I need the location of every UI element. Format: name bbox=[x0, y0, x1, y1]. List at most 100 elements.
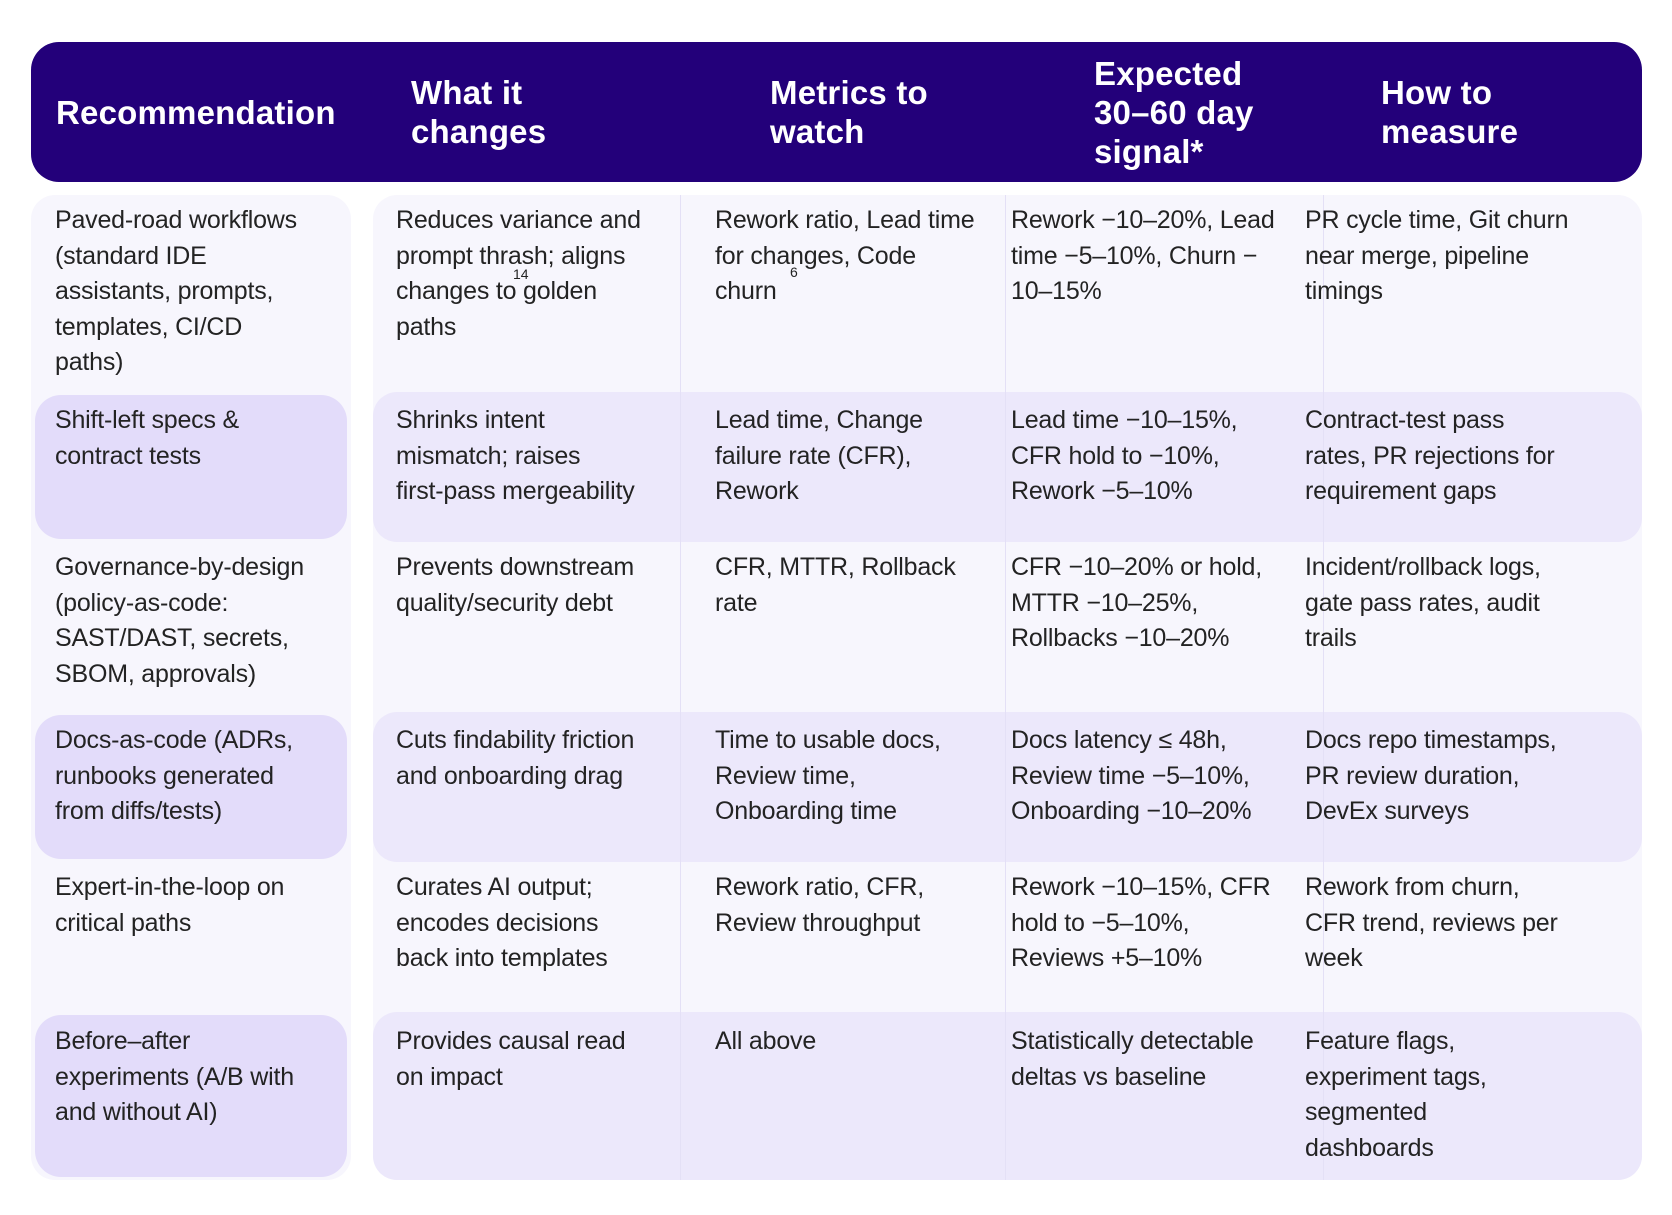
cell-line: CFR hold to −10%, bbox=[1011, 441, 1220, 470]
cell-line: SAST/DAST, secrets, bbox=[55, 624, 289, 652]
header-line: changes bbox=[411, 113, 547, 150]
table-cell-signal: Statistically detectable deltas vs baseli… bbox=[1011, 1024, 1254, 1095]
cell-line: 10–15% bbox=[1011, 277, 1102, 305]
cell-line: timings bbox=[1305, 277, 1383, 305]
cell-line: near merge, pipeline bbox=[1305, 241, 1529, 270]
table-cell-metrics: Rework ratio, Lead time for changes, Code… bbox=[715, 203, 975, 310]
cell-line: Time to usable docs, bbox=[715, 726, 941, 754]
cell-line: Rework ratio, CFR, bbox=[715, 873, 924, 901]
cell-line: assistants, prompts, bbox=[55, 277, 274, 305]
header-expected-signal: Expected 30–60 day signal* bbox=[1094, 42, 1254, 182]
cell-line: Rework −10–20%, Lead bbox=[1011, 206, 1275, 234]
cell-line: Shift-left specs & bbox=[55, 406, 239, 434]
table-cell-metrics: CFR, MTTR, Rollback rate bbox=[715, 550, 956, 621]
header-line: Recommendation bbox=[56, 93, 336, 131]
table-cell-metrics: Rework ratio, CFR, Review throughput bbox=[715, 870, 924, 941]
cell-line: trails bbox=[1305, 624, 1357, 652]
cell-line: Prevents downstream bbox=[396, 553, 634, 581]
table-cell-recommendation: Expert-in-the-loop on critical paths bbox=[55, 870, 284, 941]
table-cell-recommendation: Docs-as-code (ADRs, runbooks generated fro… bbox=[55, 723, 293, 830]
cell-line: Before–after bbox=[55, 1027, 191, 1055]
cell-line: Rollbacks −10–20% bbox=[1011, 624, 1230, 652]
cell-line: back into templates bbox=[396, 944, 608, 972]
row-highlight bbox=[35, 715, 347, 859]
cell-line: week bbox=[1305, 944, 1363, 972]
table-cell-metrics: Lead time, Change failure rate (CFR), Rewo… bbox=[715, 403, 923, 510]
cell-line: for changes, Code bbox=[715, 241, 916, 270]
table-cell-metrics: Time to usable docs, Review time, Onboardi… bbox=[715, 723, 941, 830]
cell-line: Lead time −10–15%, bbox=[1011, 406, 1238, 434]
column-divider bbox=[680, 195, 681, 1180]
cell-line: templates, CI/CD bbox=[55, 312, 243, 341]
cell-line: Docs repo timestamps, bbox=[1305, 726, 1557, 754]
table-cell-recommendation: Shift-left specs & contract tests bbox=[55, 403, 239, 474]
cell-line: critical paths bbox=[55, 908, 192, 937]
cell-line: experiments (A/B with bbox=[55, 1062, 294, 1091]
table-cell-metrics: All above bbox=[715, 1024, 816, 1060]
cell-line: Review time −5–10%, bbox=[1011, 761, 1250, 790]
table-cell-what-it-changes: Prevents downstream quality/security debt bbox=[396, 550, 634, 621]
cell-line: on impact bbox=[396, 1062, 503, 1091]
table-cell-measure: Incident/rollback logs, gate pass rates, … bbox=[1305, 550, 1541, 657]
cell-line: CFR −10–20% or hold, bbox=[1011, 553, 1263, 581]
table-cell-signal: Rework −10–20%, Lead time −5–10%, Churn −… bbox=[1011, 203, 1275, 310]
footnote-marker: 14 bbox=[513, 266, 529, 282]
cell-line: DevEx surveys bbox=[1305, 797, 1470, 825]
table-cell-signal: CFR −10–20% or hold, MTTR −10–25%, Rollbac… bbox=[1011, 550, 1262, 657]
cell-line: Reviews +5–10% bbox=[1011, 944, 1203, 972]
header-line: watch bbox=[770, 113, 865, 150]
table-cell-what-it-changes: Curates AI output; encodes decisions back … bbox=[396, 870, 608, 977]
header-line: measure bbox=[1381, 113, 1519, 150]
cell-line: Rework from churn, bbox=[1305, 873, 1520, 901]
cell-line: Rework −5–10% bbox=[1011, 477, 1193, 505]
cell-line: time −5–10%, Churn − bbox=[1011, 241, 1258, 270]
cell-line: Incident/rollback logs, bbox=[1305, 553, 1541, 581]
table-header: Recommendation What it changes Metrics t… bbox=[31, 42, 1642, 182]
cell-line: Rework bbox=[715, 477, 799, 505]
cell-line: Shrinks intent bbox=[396, 406, 545, 434]
table-cell-measure: Docs repo timestamps, PR review duration,… bbox=[1305, 723, 1557, 830]
cell-line: PR review duration, bbox=[1305, 761, 1520, 790]
cell-line: encodes decisions bbox=[396, 908, 599, 937]
cell-line: Curates AI output; bbox=[396, 873, 593, 901]
cell-line: CFR trend, reviews per bbox=[1305, 908, 1558, 937]
cell-line: runbooks generated bbox=[55, 761, 274, 790]
cell-line: segmented bbox=[1305, 1098, 1427, 1126]
cell-line: Statistically detectable bbox=[1011, 1027, 1254, 1055]
cell-line: MTTR −10–25%, bbox=[1011, 588, 1199, 617]
cell-line: Review time, bbox=[715, 761, 856, 790]
cell-line: requirement gaps bbox=[1305, 477, 1497, 505]
header-line: Metrics to bbox=[770, 74, 928, 111]
cell-line: SBOM, approvals) bbox=[55, 659, 257, 688]
header-line: What it bbox=[411, 74, 523, 111]
row-highlight bbox=[35, 395, 347, 539]
cell-line: (policy-as-code: bbox=[55, 588, 229, 617]
cell-line: Docs-as-code (ADRs, bbox=[55, 726, 293, 754]
cell-line: paths) bbox=[55, 348, 124, 376]
row-highlight bbox=[373, 392, 1642, 542]
header-line: How to bbox=[1381, 74, 1493, 111]
header-what-it-changes: What it changes bbox=[411, 42, 546, 182]
table-cell-measure: Feature flags, experiment tags, segmented d… bbox=[1305, 1024, 1487, 1166]
cell-line: experiment tags, bbox=[1305, 1062, 1487, 1091]
footnote-marker: 6 bbox=[790, 264, 798, 280]
cell-line: Lead time, Change bbox=[715, 406, 923, 434]
row-highlight bbox=[373, 712, 1642, 862]
cell-line: Reduces variance and bbox=[396, 206, 641, 234]
header-metrics-to-watch: Metrics to watch bbox=[770, 42, 928, 182]
header-how-to-measure: How to measure bbox=[1381, 42, 1518, 182]
cell-line: and without AI) bbox=[55, 1098, 218, 1126]
cell-line: Feature flags, bbox=[1305, 1027, 1456, 1055]
cell-line: prompt thrash; aligns bbox=[396, 241, 626, 270]
cell-line: and onboarding drag bbox=[396, 761, 623, 790]
table-cell-what-it-changes: Shrinks intent mismatch; raises first-pass… bbox=[396, 403, 635, 510]
header-line: signal* bbox=[1094, 132, 1204, 170]
column-divider bbox=[1005, 195, 1006, 1180]
cell-line: rate bbox=[715, 588, 758, 617]
table-cell-measure: Rework from churn, CFR trend, reviews per… bbox=[1305, 870, 1558, 977]
cell-line: Cuts findability friction bbox=[396, 726, 635, 754]
cell-line: deltas vs baseline bbox=[1011, 1062, 1207, 1091]
cell-line: Governance-by-design bbox=[55, 553, 304, 581]
header-line: Expected bbox=[1094, 54, 1243, 92]
cell-line: hold to −5–10%, bbox=[1011, 908, 1190, 937]
